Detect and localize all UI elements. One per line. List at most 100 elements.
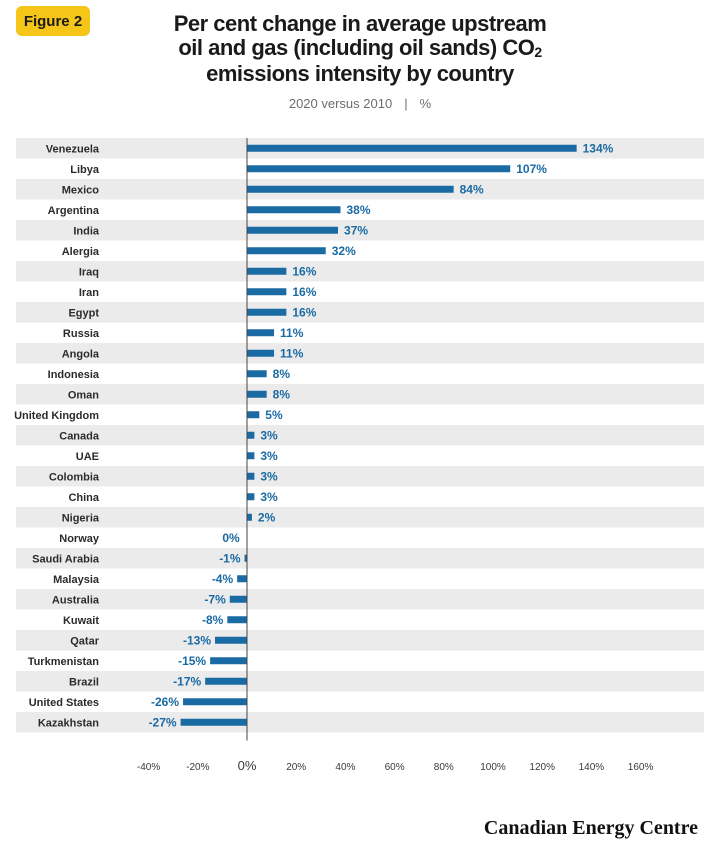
category-label: Alergia	[62, 246, 100, 258]
category-label: United Kingdom	[14, 410, 99, 422]
category-label: Norway	[59, 533, 100, 545]
data-label: -15%	[178, 654, 206, 668]
category-label: Saudi Arabia	[32, 553, 100, 565]
category-label: Iran	[79, 287, 99, 299]
category-label: Kuwait	[63, 615, 99, 627]
category-label: Canada	[59, 430, 100, 442]
bar	[247, 226, 339, 234]
bar	[247, 390, 267, 398]
category-label: Colombia	[49, 471, 100, 483]
bar	[247, 513, 252, 521]
bar	[247, 288, 287, 296]
bar	[247, 165, 511, 173]
data-label: 107%	[516, 162, 547, 176]
chart-subtitle: 2020 versus 2010 |%	[0, 96, 720, 111]
x-tick-label: 140%	[579, 762, 605, 773]
data-label: 37%	[344, 223, 368, 237]
bar	[247, 206, 341, 214]
x-tick-label: 120%	[529, 762, 555, 773]
x-tick-label: 60%	[385, 762, 405, 773]
category-label: Turkmenistan	[28, 656, 100, 668]
subtitle-period: 2020 versus 2010	[288, 96, 393, 111]
category-label: Iraq	[79, 266, 99, 278]
category-label: Malaysia	[53, 574, 100, 586]
x-tick-label: -20%	[186, 762, 209, 773]
x-tick-label: 100%	[480, 762, 506, 773]
row-stripe	[16, 220, 704, 241]
data-label: 16%	[292, 264, 316, 278]
row-stripe	[16, 343, 704, 364]
bar	[183, 698, 247, 706]
data-label: 16%	[292, 305, 316, 319]
x-tick-label: 160%	[628, 762, 654, 773]
row-stripe	[16, 384, 704, 405]
figure-badge: Figure 2	[16, 6, 90, 36]
title-line-2: oil and gas (including oil sands) CO2	[150, 36, 570, 62]
bar	[227, 616, 247, 624]
bar	[247, 308, 287, 316]
bar	[180, 718, 247, 726]
category-label: India	[73, 225, 100, 237]
category-label: Indonesia	[48, 369, 100, 381]
bar	[205, 677, 247, 685]
category-label: Egypt	[68, 307, 99, 319]
category-label: Oman	[68, 389, 99, 401]
x-tick-label: 20%	[286, 762, 306, 773]
x-tick-label: -40%	[137, 762, 160, 773]
bar	[247, 247, 326, 255]
data-label: 11%	[280, 326, 304, 340]
bar	[247, 431, 255, 439]
bar	[247, 349, 275, 357]
bar	[247, 267, 287, 275]
brand-logo-text: Canadian Energy Centre	[483, 817, 698, 839]
bar	[247, 370, 267, 378]
data-label: -8%	[202, 613, 224, 627]
data-label: 3%	[260, 428, 278, 442]
category-label: Kazakhstan	[38, 717, 99, 729]
category-label: United States	[29, 697, 99, 709]
row-stripe	[16, 548, 704, 569]
bar	[210, 657, 247, 665]
data-label: -17%	[173, 674, 201, 688]
category-label: Qatar	[70, 635, 99, 647]
bar	[237, 575, 247, 583]
category-label: Russia	[63, 328, 100, 340]
data-label: 84%	[460, 182, 484, 196]
data-label: -13%	[183, 633, 211, 647]
title-line-2-text: oil and gas (including oil sands) CO	[178, 35, 535, 60]
data-label: -26%	[151, 695, 179, 709]
data-label: -1%	[219, 551, 241, 565]
data-label: 5%	[265, 408, 283, 422]
bar	[215, 636, 247, 644]
title-subscript: 2	[534, 44, 542, 60]
category-label: Angola	[62, 348, 100, 360]
category-label: UAE	[76, 451, 99, 463]
category-label: Australia	[52, 594, 100, 606]
bar	[247, 144, 577, 152]
data-label: 134%	[583, 141, 614, 155]
row-stripe	[16, 507, 704, 528]
data-label: 38%	[346, 203, 370, 217]
row-stripe	[16, 425, 704, 446]
subtitle-unit: %	[419, 96, 432, 111]
chart-title: Per cent change in average upstream oil …	[150, 12, 570, 86]
data-label: 8%	[273, 387, 291, 401]
row-stripe	[16, 466, 704, 487]
x-tick-label: 0%	[238, 758, 257, 773]
row-stripe	[16, 671, 704, 692]
data-label: -4%	[212, 572, 234, 586]
row-stripe	[16, 302, 704, 323]
category-label: Brazil	[69, 676, 99, 688]
row-stripe	[16, 630, 704, 651]
category-label: China	[68, 492, 99, 504]
bar-chart: Venezuela 134% Libya 107% Mexico 84% Argentina…	[14, 138, 704, 773]
category-label: Libya	[70, 164, 100, 176]
data-label: -27%	[149, 715, 177, 729]
row-stripe	[16, 712, 704, 733]
category-label: Argentina	[48, 205, 100, 217]
data-label: 3%	[260, 490, 278, 504]
x-tick-label: 40%	[335, 762, 355, 773]
bar	[247, 329, 275, 337]
category-label: Venezuela	[46, 143, 100, 155]
data-label: -7%	[204, 592, 226, 606]
